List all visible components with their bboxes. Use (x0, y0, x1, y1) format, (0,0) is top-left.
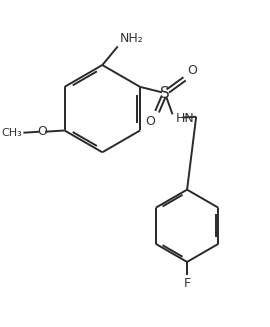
Text: O: O (188, 64, 198, 77)
Text: HN: HN (176, 112, 194, 125)
Text: CH₃: CH₃ (1, 128, 22, 138)
Text: O: O (145, 115, 155, 128)
Text: S: S (160, 86, 170, 101)
Text: F: F (184, 277, 191, 290)
Text: NH₂: NH₂ (120, 32, 144, 45)
Text: O: O (37, 125, 47, 138)
